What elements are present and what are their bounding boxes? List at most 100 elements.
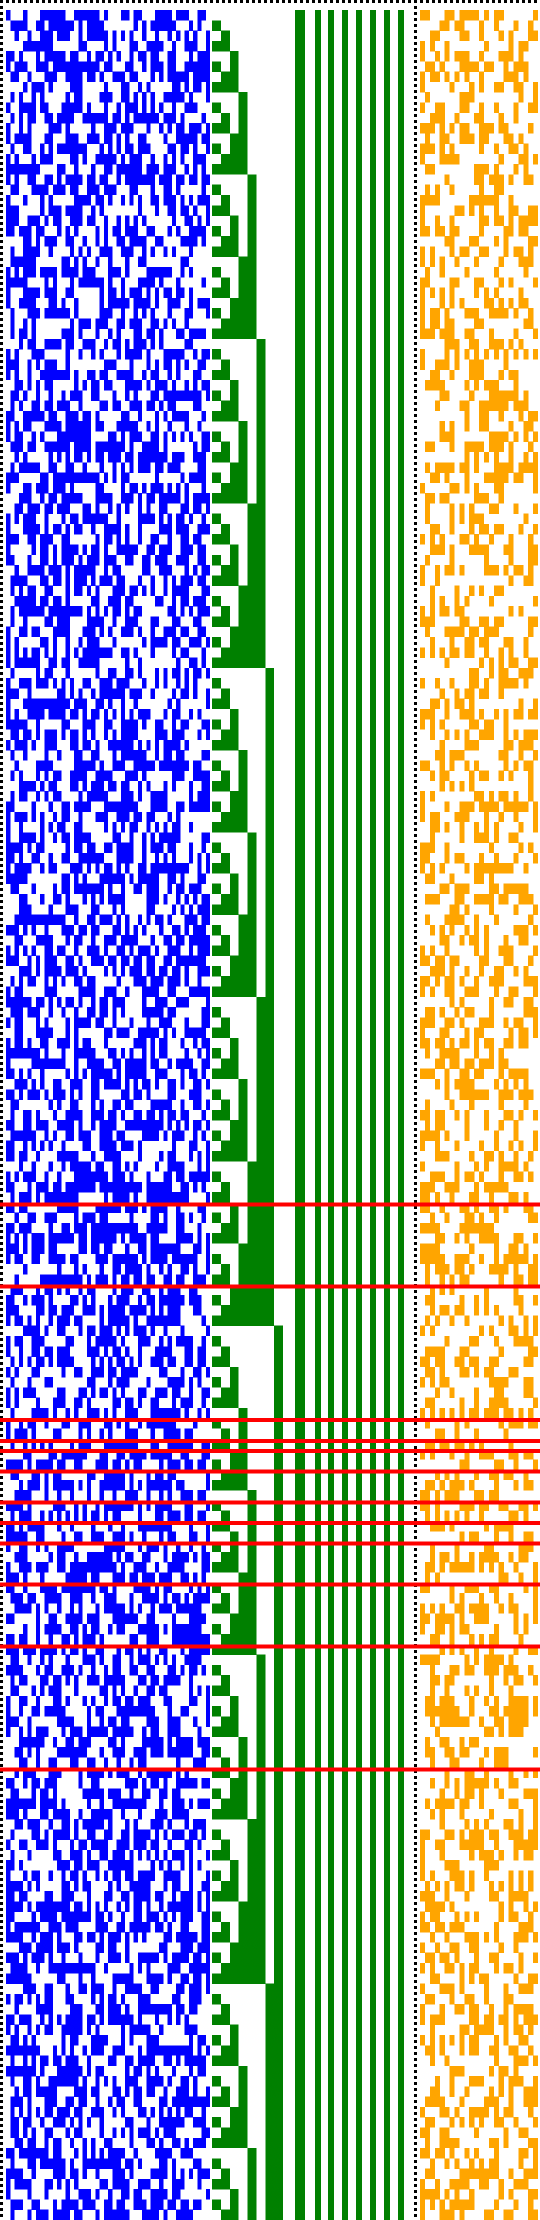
blue-bit	[14, 657, 19, 669]
blue-bit	[57, 1510, 62, 1522]
blue-bit	[18, 894, 24, 905]
blue-bit	[48, 1706, 53, 1717]
blue-bit	[14, 1747, 19, 1758]
blue-bit	[142, 1839, 147, 1851]
blue-bit	[120, 1007, 126, 1018]
blue-bit	[184, 493, 189, 504]
blue-bit	[176, 1233, 181, 1244]
blue-bit	[91, 513, 96, 525]
blue-bit	[57, 1716, 62, 1727]
blue-bit	[40, 102, 45, 113]
blue-bit	[14, 1130, 19, 1141]
blue-bit	[82, 1500, 87, 1511]
blue-bit	[61, 1479, 66, 1491]
blue-bit	[52, 965, 58, 977]
blue-bit	[78, 431, 83, 442]
blue-bit	[99, 421, 104, 432]
blue-bit	[188, 513, 194, 525]
blue-bit	[74, 729, 79, 741]
blue-bit	[116, 1695, 121, 1707]
blue-bit	[150, 1202, 155, 1213]
blue-bit	[120, 945, 126, 956]
blue-bit	[154, 441, 160, 453]
blue-bit	[44, 1788, 49, 1799]
border-dot	[390, 0, 393, 3]
blue-bit	[78, 811, 83, 823]
border-dot	[0, 1782, 3, 1785]
blue-bit	[150, 1007, 155, 1018]
blue-bit	[171, 51, 177, 62]
blue-bit	[133, 1428, 138, 1439]
blue-bit	[184, 924, 189, 936]
blue-bit	[48, 1058, 53, 1069]
blue-bit	[112, 431, 117, 442]
border-dot	[0, 306, 3, 309]
blue-bit	[44, 61, 49, 72]
blue-bit	[159, 1356, 164, 1368]
blue-bit	[184, 236, 189, 247]
blue-bit	[48, 534, 53, 545]
blue-bit	[44, 955, 49, 967]
blue-bit	[74, 832, 79, 843]
blue-bit	[197, 935, 202, 946]
blue-bit	[74, 863, 79, 874]
blue-bit	[146, 1284, 151, 1296]
blue-bit	[159, 1068, 164, 1080]
blue-bit	[61, 626, 66, 638]
blue-bit	[137, 1839, 143, 1851]
blue-bit	[197, 452, 202, 463]
blue-bit	[6, 1418, 11, 1429]
blue-bit	[201, 719, 206, 730]
blue-bit	[57, 1675, 62, 1686]
blue-bit	[10, 1202, 15, 1213]
blue-bit	[82, 1161, 87, 1172]
blue-bit	[116, 1654, 121, 1666]
blue-bit	[180, 1161, 185, 1172]
blue-bit	[95, 318, 100, 329]
blue-bit	[82, 380, 87, 391]
blue-bit	[48, 1305, 53, 1316]
blue-bit	[6, 1695, 11, 1707]
blue-bit	[142, 1582, 147, 1594]
blue-bit	[193, 1654, 198, 1666]
border-dot	[0, 372, 3, 375]
blue-bit	[146, 1767, 151, 1779]
blue-bit	[205, 791, 211, 802]
blue-bit	[193, 1274, 198, 1285]
blue-bit	[35, 523, 41, 535]
blue-bit	[205, 215, 211, 227]
blue-bit	[35, 81, 41, 93]
blue-bit	[103, 308, 109, 319]
blue-bit	[48, 1634, 53, 1645]
blue-bit	[40, 1808, 45, 1820]
blue-bit	[78, 1839, 83, 1851]
blue-bit	[35, 1007, 41, 1018]
blue-bit	[176, 965, 181, 977]
blue-bit	[52, 1233, 58, 1244]
border-dot	[0, 1134, 3, 1137]
blue-bit	[201, 585, 206, 597]
blue-bit	[188, 472, 194, 484]
blue-bit	[154, 1161, 160, 1172]
blue-bit	[52, 863, 58, 874]
blue-bit	[129, 729, 134, 741]
blue-bit	[57, 1562, 62, 1573]
blue-bit	[103, 133, 109, 144]
blue-bit	[159, 1767, 164, 1779]
blue-bit	[142, 513, 147, 525]
blue-bit	[205, 606, 211, 617]
blue-bit	[163, 153, 168, 165]
blue-bit	[86, 1058, 92, 1069]
blue-bit	[154, 236, 160, 247]
blue-bit	[69, 1181, 75, 1193]
blue-bit	[31, 1325, 36, 1337]
blue-bit	[74, 441, 79, 453]
blue-bit	[108, 195, 113, 206]
blue-bit	[180, 1068, 185, 1080]
blue-bit	[125, 1459, 130, 1470]
blue-bit	[176, 1716, 181, 1727]
blue-bit	[6, 1541, 11, 1553]
border-dot	[222, 0, 225, 3]
blue-bit	[57, 708, 62, 720]
border-dot	[0, 1836, 3, 1839]
